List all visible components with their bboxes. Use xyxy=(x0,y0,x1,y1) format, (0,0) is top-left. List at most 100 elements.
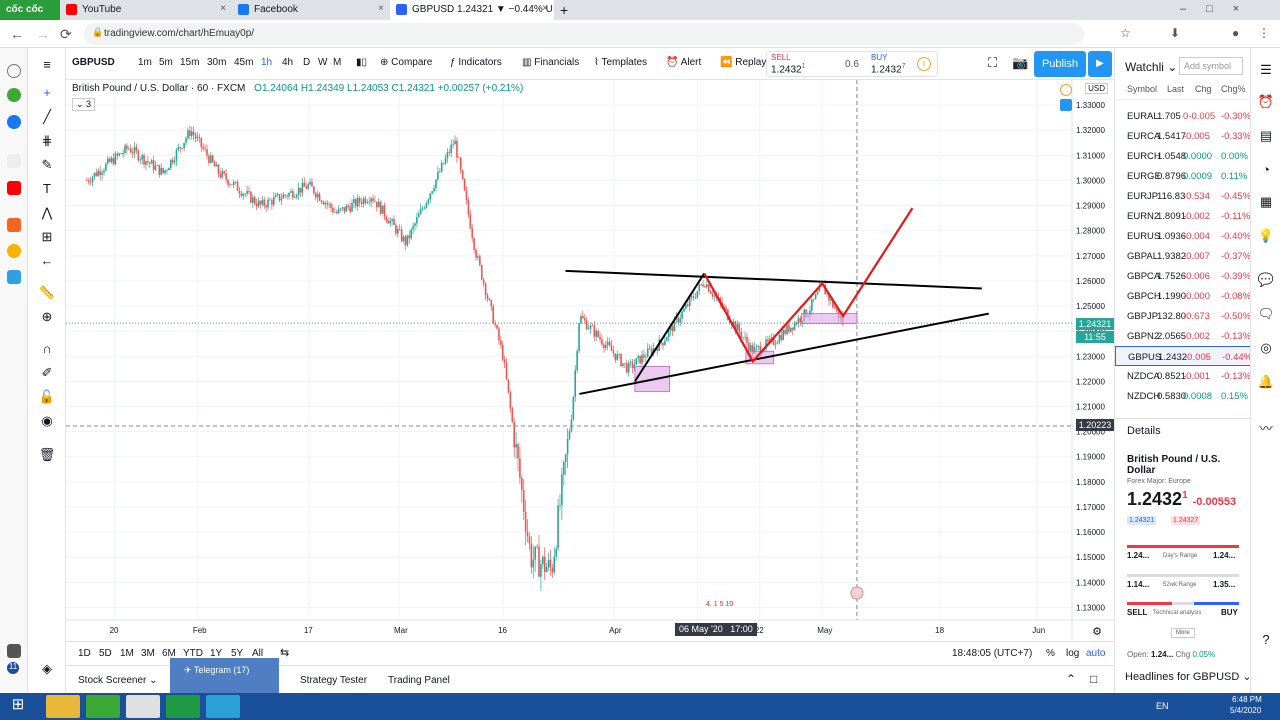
zoom-icon[interactable]: ⊕ xyxy=(41,309,53,324)
compare-button[interactable]: ⊕ Compare xyxy=(380,57,433,68)
watchlist-row[interactable]: EURCA 1.5417 -0.005 -0.33% xyxy=(1115,126,1251,146)
profile-icon[interactable]: ● xyxy=(1232,26,1240,40)
telegram-icon[interactable] xyxy=(206,695,240,718)
coccoc-icon[interactable] xyxy=(7,88,21,102)
taskbar-time[interactable]: 6:48 PM xyxy=(1232,695,1262,704)
taskbar-date[interactable]: 5/4/2020 xyxy=(1230,706,1262,715)
windows-start-icon[interactable]: ⊞ xyxy=(11,696,25,713)
alert-button[interactable]: ⏰ Alert xyxy=(666,57,702,68)
sell-price[interactable]: 1.24321 xyxy=(771,63,806,76)
watchlist-row[interactable]: GBPJP 132.80 -0.673 -0.50% xyxy=(1115,306,1251,326)
range-YTD[interactable]: YTD xyxy=(183,648,203,659)
notifications-icon[interactable]: 🔔 xyxy=(1257,374,1275,389)
text-icon[interactable]: T xyxy=(43,181,51,196)
range-1Y[interactable]: 1Y xyxy=(210,648,223,659)
prediction-icon[interactable]: ⊞ xyxy=(41,229,53,244)
watchlist-row[interactable]: GBPAL 1.9382 -0.007 -0.37% xyxy=(1115,246,1251,266)
file-explorer-icon[interactable] xyxy=(46,695,80,718)
settings-icon[interactable]: ⚙ xyxy=(1092,626,1102,638)
bid-badge[interactable]: 1.24321 xyxy=(1127,516,1157,525)
watchlist-row[interactable]: EURGE 0.8796 0.0009 0.11% xyxy=(1115,166,1251,186)
money-app-icon[interactable] xyxy=(166,695,200,718)
close-icon[interactable]: × xyxy=(542,3,548,14)
language-indicator[interactable]: EN xyxy=(1156,701,1169,711)
interval-W[interactable]: W xyxy=(318,57,328,68)
deal-icon[interactable] xyxy=(7,270,21,284)
info-icon[interactable]: i xyxy=(917,57,931,71)
pane-settings-icon[interactable] xyxy=(1060,99,1072,111)
event-label[interactable]: 4. 1 5 10 xyxy=(706,601,734,608)
magnet-icon[interactable]: ∩ xyxy=(42,341,52,356)
watchlist-row[interactable]: EURN2 1.8091 -0.002 -0.11% xyxy=(1115,206,1251,226)
watchlist-row[interactable]: EURCH 1.0548 0.0000 0.00% xyxy=(1115,146,1251,166)
coccoc-icon[interactable] xyxy=(86,695,120,718)
buy-price[interactable]: 1.24327 xyxy=(871,63,906,76)
close-icon[interactable]: × xyxy=(220,3,226,14)
price-chart[interactable]: 1.33000 1.32000 1.31000 1.30000 1.29000 1.280… xyxy=(66,80,1114,640)
watchlist-row[interactable]: EURAL 1.705 0-0.005 -0.30% xyxy=(1115,106,1251,126)
info-icon[interactable] xyxy=(1060,84,1072,96)
telegram-window[interactable]: ✈ Telegram (17) xyxy=(170,658,279,694)
interval-15m[interactable]: 15m xyxy=(180,57,200,68)
add-icon[interactable] xyxy=(7,154,21,168)
notification-icon[interactable] xyxy=(7,644,21,658)
buy-label[interactable]: BUY xyxy=(871,53,888,62)
sell-label[interactable]: SELL xyxy=(771,53,791,62)
window-controls[interactable]: –□× xyxy=(1180,3,1260,15)
messages-icon[interactable]: 🗨 xyxy=(1257,306,1275,321)
order-panel-icon[interactable]: 〰 xyxy=(1259,421,1273,436)
download-icon[interactable]: ⬇ xyxy=(1170,26,1181,40)
maximize-icon[interactable]: □ xyxy=(1090,672,1098,686)
interval-1m[interactable]: 1m xyxy=(138,57,152,68)
close-icon[interactable]: × xyxy=(378,3,384,14)
collapse-icon[interactable]: ⌃ xyxy=(1066,672,1077,686)
range-1D[interactable]: 1D xyxy=(78,648,91,659)
log-toggle[interactable]: log xyxy=(1066,648,1080,659)
watchlist-row[interactable]: EURJP 116.83 -0.534 -0.45% xyxy=(1115,186,1251,206)
publish-button[interactable]: Publish xyxy=(1034,51,1086,77)
add-symbol-input[interactable]: Add symbol xyxy=(1179,57,1243,75)
interval-1h[interactable]: 1h xyxy=(261,57,273,68)
layers-icon[interactable]: ◈ xyxy=(42,661,52,676)
lock-icon[interactable]: 🔓 xyxy=(38,389,56,404)
menu-icon[interactable]: ⋮ xyxy=(1258,26,1270,40)
stock-screener-tab[interactable]: Stock Screener ⌄ xyxy=(78,675,158,686)
watchlist-icon[interactable]: ☰ xyxy=(1260,62,1272,77)
fib-icon[interactable]: ⋕ xyxy=(41,133,53,148)
strategy-tester-tab[interactable]: Strategy Tester xyxy=(300,675,368,686)
symbol-search[interactable]: GBPUSD xyxy=(72,57,115,68)
details-name[interactable]: British Pound / U.S. Dollar xyxy=(1127,454,1221,476)
streams-icon[interactable]: ◎ xyxy=(1260,340,1272,355)
chrome-icon[interactable] xyxy=(126,695,160,718)
tab-tradingview[interactable]: GBPUSD 1.24321 ▼ −0.44% U × xyxy=(390,0,554,20)
data-window-icon[interactable]: ▤ xyxy=(1259,128,1273,143)
calendar-icon[interactable]: ▦ xyxy=(1259,194,1273,209)
ruler-icon[interactable]: 📏 xyxy=(38,285,56,300)
watchlist-row[interactable]: GBPCA 1.7526 -0.006 -0.39% xyxy=(1115,266,1251,286)
interval-30m[interactable]: 30m xyxy=(207,57,227,68)
watchlist-row[interactable]: NZDCH 0.5830 0.0008 0.15% xyxy=(1115,386,1251,406)
menu-icon[interactable]: ≡ xyxy=(43,57,51,72)
range-3M[interactable]: 3M xyxy=(141,648,155,659)
range-6M[interactable]: 6M xyxy=(162,648,176,659)
interval-M[interactable]: M xyxy=(333,57,342,68)
interval-D[interactable]: D xyxy=(303,57,311,68)
watchlist-title[interactable]: Watchli ⌄ xyxy=(1125,60,1178,74)
eye-icon[interactable]: ◉ xyxy=(41,413,53,428)
currency-label[interactable]: USD xyxy=(1085,83,1108,94)
hotlist-icon[interactable]: ◔ xyxy=(1262,162,1270,177)
range-5D[interactable]: 5D xyxy=(99,648,112,659)
chart-title[interactable]: British Pound / U.S. Dollar · 60 · FXCM xyxy=(72,83,246,94)
percent-toggle[interactable]: % xyxy=(1046,648,1055,659)
trash-icon[interactable]: 🗑 xyxy=(38,447,56,462)
chat-icon[interactable]: 💬 xyxy=(1257,272,1275,287)
ideas-icon[interactable]: 💡 xyxy=(1257,228,1275,243)
more-button[interactable]: More xyxy=(1171,628,1195,638)
shopping-icon[interactable] xyxy=(7,218,21,232)
watchlist-row[interactable]: GBPUS 1.2432 -0.005 -0.44% xyxy=(1115,346,1251,366)
indicators-button[interactable]: ƒ Indicators xyxy=(450,57,502,68)
watchlist-row[interactable]: GBPCH 1.1990 -0.000 -0.08% xyxy=(1115,286,1251,306)
trading-panel-tab[interactable]: Trading Panel xyxy=(388,675,450,686)
messenger-icon[interactable] xyxy=(7,115,21,129)
headlines-title[interactable]: Headlines for GBPUSD ⌄ xyxy=(1125,671,1252,683)
